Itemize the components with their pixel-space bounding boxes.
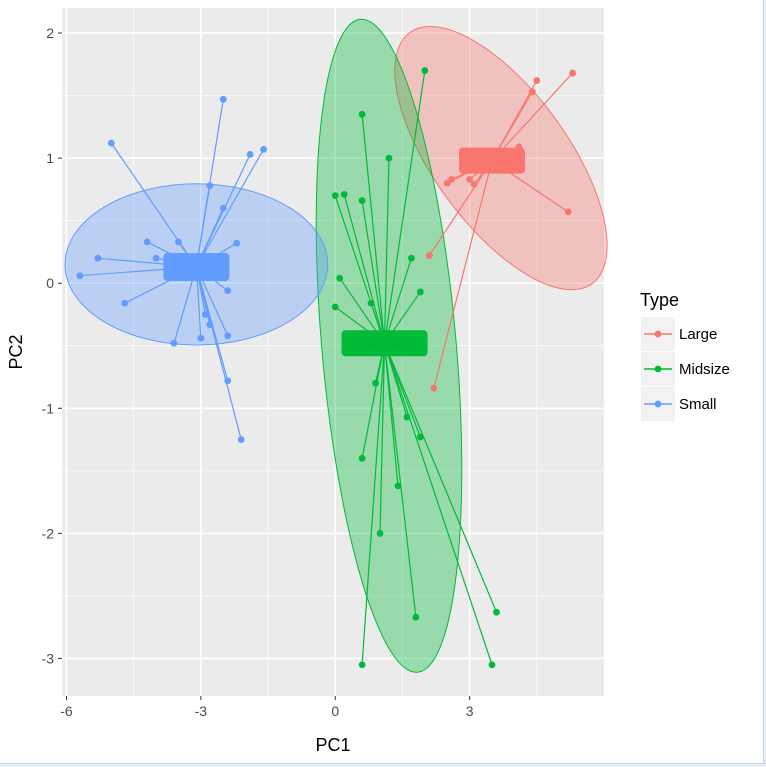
y-tick-label-5: 2 <box>46 25 54 41</box>
x-tick-label-3: 3 <box>466 703 474 719</box>
point-small-19 <box>224 377 232 385</box>
spoke-large-10 <box>433 160 493 389</box>
centroid-large <box>459 147 526 174</box>
spoke-midsize-4 <box>343 194 386 344</box>
point-midsize-11 <box>372 379 379 387</box>
x-tick-label-0: -6 <box>60 703 73 719</box>
y-tick-label-1: -2 <box>42 525 55 541</box>
point-midsize-8 <box>416 288 424 296</box>
point-small-18 <box>170 339 178 347</box>
spoke-midsize-0 <box>383 70 426 344</box>
legend: Type Large Midsize Small <box>640 290 730 421</box>
spoke-midsize-18 <box>383 343 498 613</box>
point-large-3 <box>528 88 536 96</box>
point-small-9 <box>94 254 102 262</box>
point-small-17 <box>197 334 205 342</box>
point-small-4 <box>206 182 214 190</box>
spoke-midsize-19 <box>361 343 386 665</box>
point-small-12 <box>121 299 129 307</box>
point-midsize-10 <box>331 303 339 311</box>
window-edge-bottom <box>0 763 766 767</box>
spoke-midsize-2 <box>383 158 390 344</box>
point-midsize-14 <box>358 454 366 462</box>
spoke-small-3 <box>195 149 265 268</box>
point-midsize-2 <box>385 154 393 162</box>
legend-key-point-midsize <box>654 365 662 373</box>
x-tick-label-1: -3 <box>195 703 208 719</box>
point-midsize-9 <box>367 299 375 307</box>
point-small-10 <box>152 254 160 262</box>
point-large-0 <box>470 180 478 188</box>
point-small-8 <box>175 238 182 246</box>
y-axis-title: PC2 <box>6 334 26 369</box>
spoke-midsize-16 <box>379 343 386 534</box>
point-midsize-0 <box>421 67 429 74</box>
point-large-6 <box>443 179 451 187</box>
point-large-8 <box>466 175 474 183</box>
point-small-3 <box>260 145 267 153</box>
point-small-16 <box>224 332 232 340</box>
point-small-5 <box>219 204 227 212</box>
spoke-midsize-14 <box>361 343 386 459</box>
data-points <box>76 67 577 669</box>
point-midsize-1 <box>358 110 366 118</box>
point-midsize-17 <box>412 613 420 621</box>
point-small-20 <box>237 436 245 443</box>
window-edge-right <box>763 0 766 766</box>
point-large-9 <box>425 252 433 260</box>
legend-label-small: Small <box>679 396 717 413</box>
centroid-midsize <box>341 330 428 357</box>
centroid-small <box>163 252 230 281</box>
point-midsize-20 <box>488 661 496 669</box>
point-small-15 <box>206 321 214 328</box>
point-small-0 <box>219 95 227 103</box>
grid-lines <box>62 8 604 696</box>
x-axis-title: PC1 <box>315 735 350 755</box>
legend-label-large: Large <box>679 326 717 343</box>
point-large-10 <box>430 384 438 392</box>
point-midsize-18 <box>493 608 500 616</box>
legend-title: Type <box>640 290 679 310</box>
spoke-small-20 <box>195 266 242 440</box>
point-midsize-12 <box>403 413 411 421</box>
y-tick-label-0: -3 <box>42 650 55 666</box>
spoke-midsize-1 <box>361 114 386 344</box>
centroid-markers <box>163 147 526 357</box>
legend-key-point-small <box>654 400 662 408</box>
spoke-midsize-6 <box>383 258 412 344</box>
point-large-5 <box>564 208 572 216</box>
spoke-midsize-5 <box>361 200 386 344</box>
point-midsize-13 <box>416 433 424 441</box>
point-small-14 <box>201 311 209 318</box>
spoke-midsize-20 <box>383 343 493 665</box>
y-tick-label-4: 1 <box>46 150 54 166</box>
legend-key-point-large <box>654 330 662 338</box>
spoke-midsize-17 <box>383 343 417 618</box>
point-small-13 <box>224 287 232 295</box>
legend-label-midsize: Midsize <box>679 361 730 378</box>
point-midsize-5 <box>358 197 366 205</box>
x-tick-label-2: 0 <box>331 703 339 719</box>
point-midsize-6 <box>407 254 415 262</box>
spoke-large-9 <box>428 160 493 257</box>
point-large-4 <box>569 69 577 77</box>
spoke-large-4 <box>491 72 574 162</box>
y-tick-label-2: -1 <box>42 400 55 416</box>
point-small-1 <box>107 139 115 147</box>
point-midsize-16 <box>376 529 384 537</box>
point-small-11 <box>76 272 84 280</box>
point-small-6 <box>143 238 151 246</box>
point-midsize-4 <box>340 190 348 198</box>
point-small-2 <box>246 150 254 158</box>
point-large-7 <box>448 175 456 183</box>
point-midsize-7 <box>336 274 344 282</box>
y-tick-label-3: 0 <box>46 275 54 291</box>
point-midsize-15 <box>394 482 402 490</box>
axes: -6 -3 0 3 -3 -2 -1 0 1 2 <box>42 25 474 719</box>
point-small-7 <box>233 239 241 247</box>
point-midsize-3 <box>331 192 339 200</box>
point-large-2 <box>533 77 541 84</box>
point-midsize-19 <box>358 661 366 669</box>
